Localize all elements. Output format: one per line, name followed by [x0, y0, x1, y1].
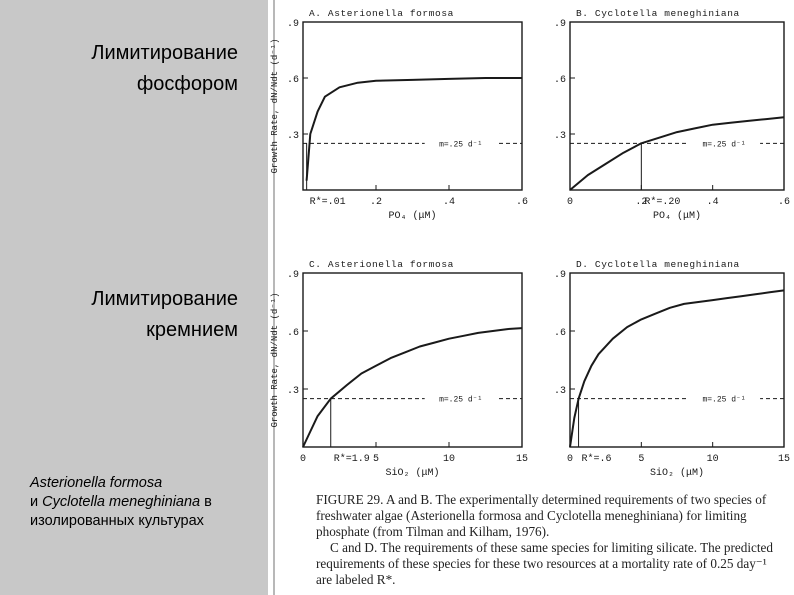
y-tick-label: .6	[554, 328, 566, 339]
y-tick-label: .3	[287, 386, 299, 397]
x-axis-label: SiO₂ (μM)	[385, 467, 439, 479]
growth-curve	[569, 289, 785, 448]
figure-scan: A. Asterionella formosa .3 .6 .9 .2 .4 .6 PO₄ (…	[270, 0, 790, 595]
y-tick-label: .3	[287, 131, 299, 142]
x-tick-label: 0	[567, 197, 573, 208]
species-tail-2: изолированных культурах	[30, 513, 204, 529]
figure-caption: FIGURE 29. A and B. The experimentally d…	[316, 492, 776, 588]
x-axis-label: PO₄ (μM)	[388, 210, 436, 222]
x-tick-label: 0	[567, 454, 573, 465]
chart-c: C. Asterionella formosa .3 .6 .9 0 5 10 15 SiO₂ …	[270, 259, 528, 479]
x-axis-label: PO₄ (μM)	[653, 210, 701, 222]
chart-title: D. Cyclotella meneghiniana	[576, 259, 740, 270]
y-tick-label: .3	[554, 386, 566, 397]
figure-caption-ab: FIGURE 29. A and B. The experimentally d…	[316, 492, 767, 539]
chart-a: A. Asterionella formosa .3 .6 .9 .2 .4 .6 PO₄ (…	[270, 8, 528, 222]
y-axis-label: Growth Rate, dN/Ndt (d⁻¹)	[270, 38, 280, 173]
species-name-2: Cyclotella meneghiniana	[42, 494, 201, 510]
x-tick-label: 15	[516, 454, 528, 465]
growth-curve	[302, 327, 523, 448]
x-tick-label: 0	[300, 454, 306, 465]
mortality-label: m=.25 d⁻¹	[439, 140, 482, 149]
y-tick-label: .6	[554, 75, 566, 86]
y-tick-label: .9	[554, 19, 566, 30]
x-tick-label: 10	[707, 454, 719, 465]
plot-frame	[302, 21, 523, 191]
mortality-label: m=.25 d⁻¹	[702, 396, 745, 405]
mortality-label: m=.25 d⁻¹	[439, 396, 482, 405]
mortality-label: m=.25 d⁻¹	[702, 140, 745, 149]
species-caption: Asterionella formosa и Cyclotella menegh…	[30, 474, 270, 531]
rstar-label: R*=.20	[644, 196, 680, 208]
x-tick-label: .4	[443, 197, 455, 208]
plot-frame	[302, 272, 523, 448]
plot-frame	[569, 272, 785, 448]
y-tick-label: .9	[287, 19, 299, 30]
growth-curve	[305, 77, 522, 181]
y-tick-label: .9	[287, 270, 299, 281]
x-axis-label: SiO₂ (μM)	[650, 467, 704, 479]
chart-d: D. Cyclotella meneghiniana .3 .6 .9 0 5 10 15 Si…	[554, 259, 790, 479]
x-tick-label: 10	[443, 454, 455, 465]
species-name-1: Asterionella formosa	[30, 475, 163, 491]
mortality-label-bg	[424, 392, 497, 404]
x-tick-label: 5	[373, 454, 379, 465]
x-tick-label: 15	[778, 454, 790, 465]
growth-curve	[569, 116, 785, 191]
y-axis-label: Growth Rate, dN/Ndt (d⁻¹)	[270, 292, 280, 427]
species-join: и	[30, 494, 39, 510]
mortality-label-bg	[688, 137, 761, 149]
rstar-label: R*=.6	[582, 453, 612, 465]
label-silicon-limitation: Лимитирование кремнием	[91, 288, 238, 341]
x-tick-label: .6	[516, 197, 528, 208]
y-tick-label: .3	[554, 131, 566, 142]
label-phosphorus-limitation: Лимитирование фосфором	[91, 42, 238, 95]
rstar-label: R*=.01	[310, 196, 346, 208]
y-tick-label: .9	[554, 270, 566, 281]
y-tick-label: .6	[287, 75, 299, 86]
x-tick-label: .2	[370, 197, 382, 208]
plot-frame	[569, 21, 785, 191]
chart-title: A. Asterionella formosa	[309, 8, 454, 19]
figure-caption-cd: C and D. The requirements of these same …	[316, 540, 773, 587]
x-tick-label: .4	[707, 197, 719, 208]
species-tail-1: в	[204, 494, 212, 510]
x-tick-label: 5	[638, 454, 644, 465]
x-tick-label: .6	[778, 197, 790, 208]
chart-b: B. Cyclotella meneghiniana .3 .6 .9 0 .2 .4 .6 P…	[554, 8, 790, 222]
x-tick-label: .2	[635, 197, 647, 208]
mortality-label-bg	[424, 137, 497, 149]
slide-left-panel: Лимитирование фосфором Лимитирование кре…	[0, 0, 268, 595]
chart-title: B. Cyclotella meneghiniana	[576, 8, 740, 19]
y-tick-label: .6	[287, 328, 299, 339]
rstar-label: R*=1.9	[334, 453, 370, 465]
mortality-label-bg	[688, 392, 761, 404]
chart-title: C. Asterionella formosa	[309, 259, 454, 270]
